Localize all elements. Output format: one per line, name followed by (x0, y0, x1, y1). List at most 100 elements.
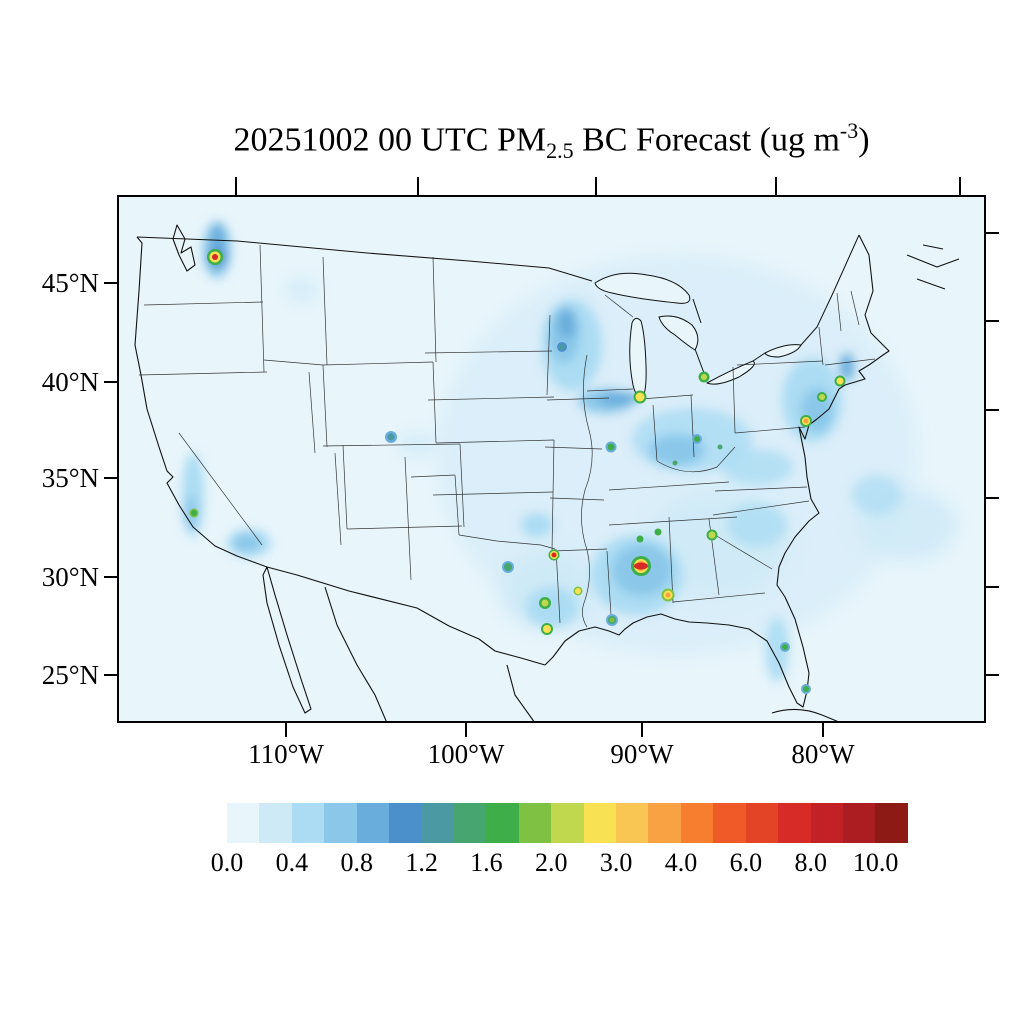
hotspot (543, 625, 551, 633)
colorbar-segment (356, 803, 390, 843)
colorbar-tick-label: 1.6 (470, 848, 503, 877)
hotspot (541, 599, 549, 607)
title-part3: ) (858, 121, 870, 159)
lat-tick-label: 30°N (41, 562, 99, 592)
colorbar-segment (875, 803, 908, 843)
hotspot (672, 460, 678, 466)
hotspot (635, 392, 645, 402)
right-tick (986, 409, 999, 411)
colorbar-tick-label: 0.4 (275, 848, 309, 877)
lat-tick-label: 45°N (41, 268, 99, 298)
colorbar-segment (713, 803, 746, 843)
hotspot (717, 444, 723, 450)
lat-tick (104, 674, 117, 676)
map-area (117, 195, 986, 723)
right-tick (986, 320, 999, 322)
title-superscript: -3 (839, 118, 859, 143)
hotspot (803, 418, 809, 424)
colorbar-segment (421, 803, 454, 843)
hotspot (504, 563, 512, 571)
hotspot (387, 433, 395, 441)
hotspot (803, 686, 809, 692)
lat-tick-label: 25°N (41, 660, 99, 690)
hotspot (836, 377, 844, 385)
great-lakes (594, 272, 802, 400)
right-tick (986, 674, 999, 676)
lon-tick-label: 90°W (610, 739, 674, 769)
colorbar-tick-label: 3.0 (599, 848, 633, 877)
colorbar-segment (616, 803, 649, 843)
top-tick (959, 177, 961, 195)
colorbar-tick-label: 6.0 (729, 848, 763, 877)
colorbar-segment (486, 803, 519, 843)
lat-tick (104, 477, 117, 479)
hotspot (694, 436, 700, 442)
right-tick (986, 497, 999, 499)
colorbar-segment (291, 803, 325, 843)
state-boundaries (138, 244, 876, 628)
colorbar-labels: 0.0 0.4 0.8 1.2 1.6 2.0 3.0 4.0 6.0 8.0 10.0 (211, 848, 908, 878)
colorbar-segment (324, 803, 357, 843)
lon-tick-label: 100°W (427, 739, 505, 769)
forecast-map (117, 195, 986, 723)
lon-tick (822, 723, 824, 737)
hotspot (701, 374, 707, 380)
right-tick (986, 586, 999, 588)
colorbar (227, 803, 908, 843)
lon-tick (465, 723, 467, 737)
top-tick (417, 177, 419, 195)
hotspot (559, 344, 565, 350)
colorbar-tick-label: 4.0 (664, 848, 698, 877)
top-tick (235, 177, 237, 195)
colorbar-segment (259, 803, 292, 843)
colorbar-segment (389, 803, 422, 843)
hotspot (634, 562, 648, 570)
lat-tick (104, 381, 117, 383)
coastline-outlines (134, 224, 960, 723)
lon-tick (641, 723, 643, 737)
colorbar-tick-label: 8.0 (794, 848, 827, 877)
colorbar-segment (518, 803, 552, 843)
colorbar-segment (453, 803, 487, 843)
hotspot (636, 535, 644, 543)
lon-tick-label: 80°W (791, 739, 855, 769)
colorbar-segment (551, 803, 584, 843)
colorbar-segment (227, 803, 260, 843)
canada-border-line (136, 234, 860, 382)
hotspot (212, 254, 218, 260)
lon-tick-label: 110°W (248, 739, 324, 769)
map-frame (117, 195, 986, 723)
hotspot (575, 588, 581, 594)
hotspot (819, 394, 825, 400)
colorbar-segment (648, 803, 681, 843)
lon-tick (285, 723, 287, 737)
lat-tick (104, 282, 117, 284)
colorbar-segment (843, 803, 876, 843)
hotspot (665, 592, 671, 598)
top-tick (775, 177, 777, 195)
title-part1: 20251002 00 UTC PM (233, 121, 547, 159)
colorbar-segment (583, 803, 617, 843)
hotspot (191, 510, 197, 516)
title-subscript: 2.5 (546, 138, 574, 164)
hotspot (607, 443, 615, 451)
colorbar-segment (680, 803, 714, 843)
top-tick (595, 177, 597, 195)
colorbar-segment (745, 803, 779, 843)
colorbar-tick-label: 1.2 (405, 848, 438, 877)
right-tick (986, 232, 999, 234)
lat-tick-label: 40°N (41, 367, 99, 397)
hotspot-layer (189, 249, 846, 694)
lat-tick (104, 576, 117, 578)
colorbar-segment (810, 803, 844, 843)
lat-tick-label: 35°N (41, 463, 99, 493)
colorbar-tick-label: 2.0 (535, 848, 568, 877)
hotspot (708, 531, 716, 539)
title-part2: BC Forecast (ug m (573, 121, 840, 159)
figure-title: 20251002 00 UTC PM2.5 BC Forecast (ug m-… (117, 118, 986, 164)
colorbar-tick-label: 0.8 (340, 848, 373, 877)
hotspot (609, 617, 615, 623)
hotspot (654, 528, 662, 536)
colorbar-segment (778, 803, 811, 843)
